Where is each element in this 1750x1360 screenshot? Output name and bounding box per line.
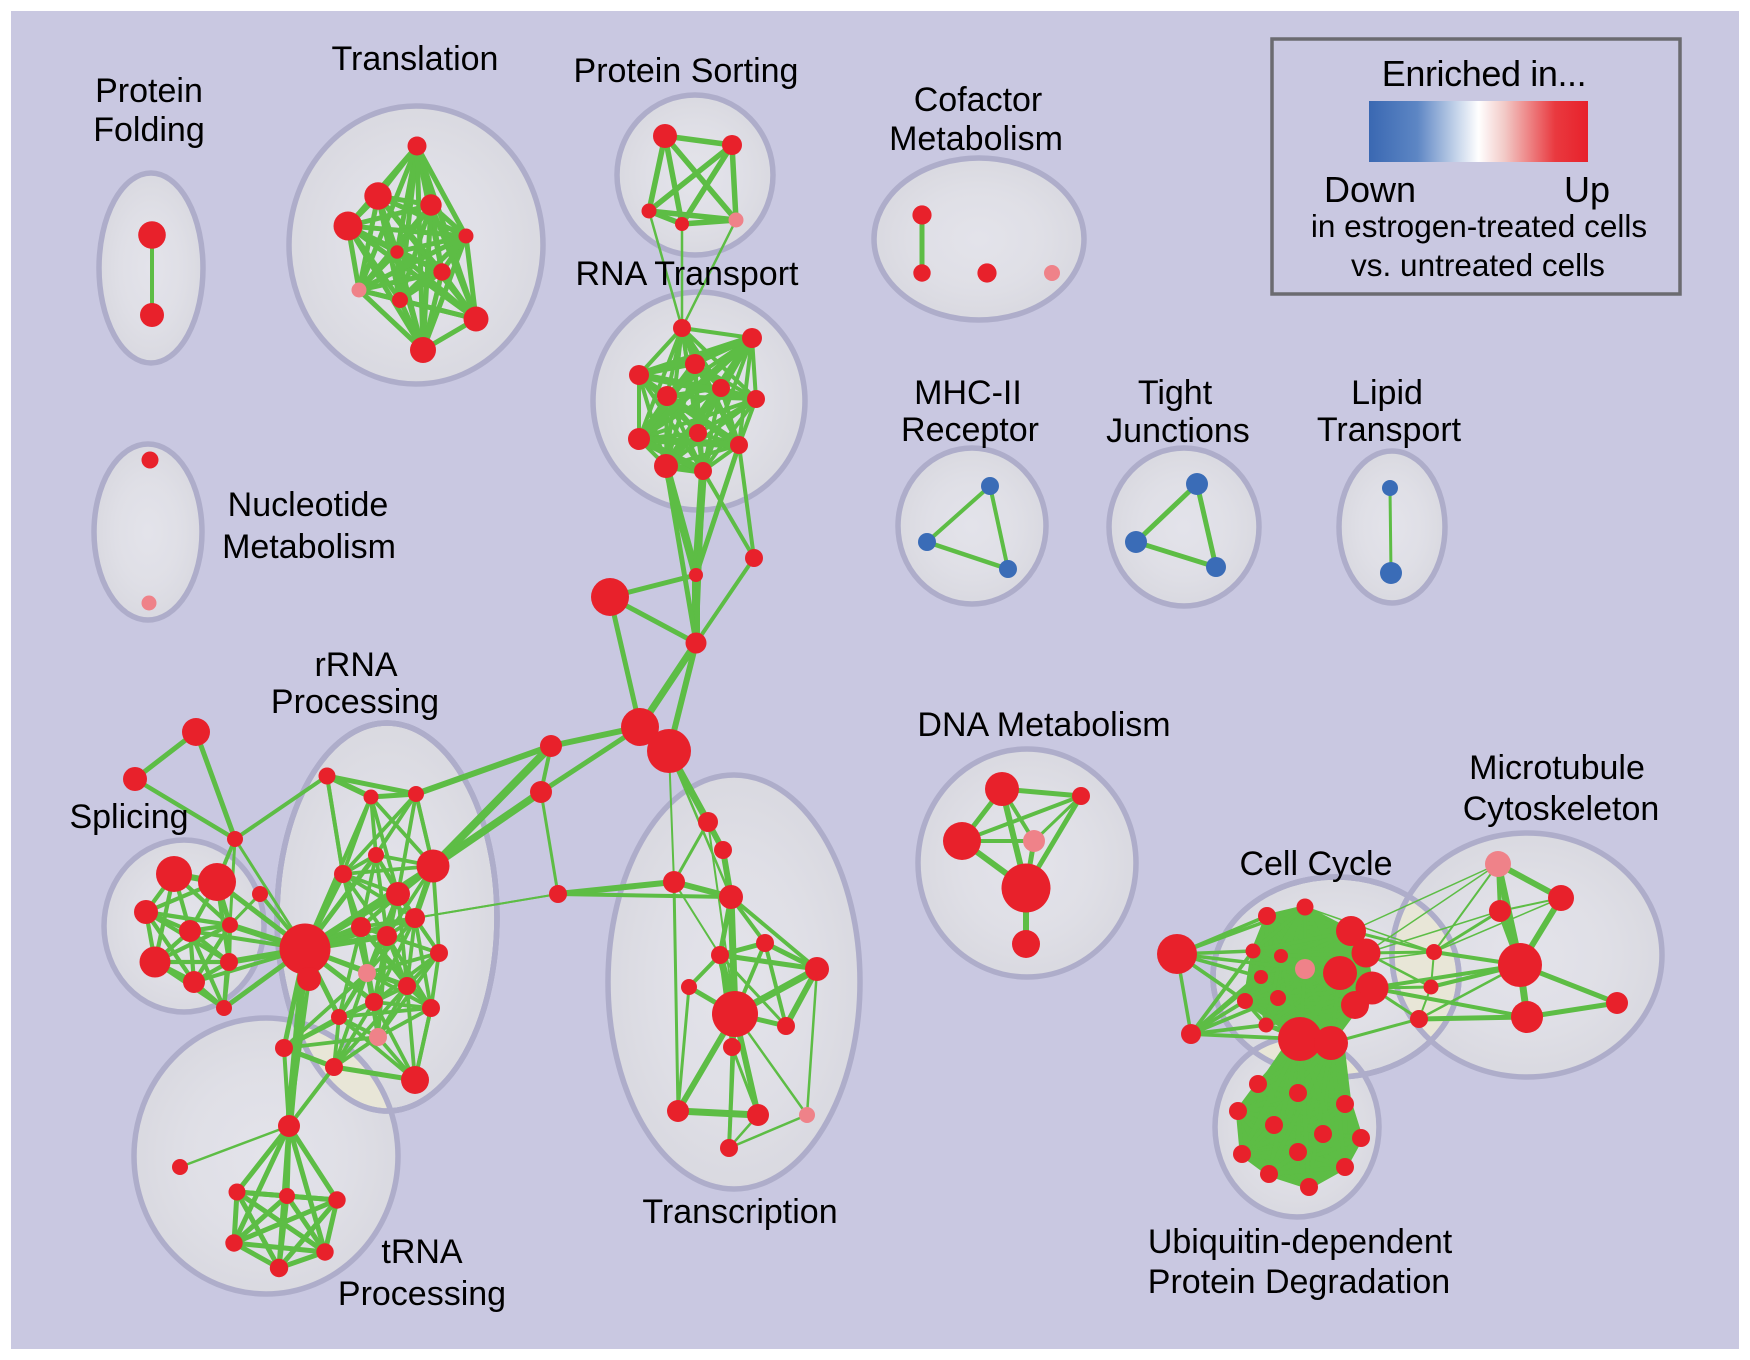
svg-text:Processing: Processing (271, 683, 439, 721)
svg-text:Transcription: Transcription (642, 1193, 837, 1231)
svg-text:Folding: Folding (93, 111, 205, 149)
svg-text:Translation: Translation (332, 40, 499, 78)
svg-text:Microtubule: Microtubule (1469, 749, 1645, 787)
svg-text:Cytoskeleton: Cytoskeleton (1463, 790, 1660, 828)
svg-text:tRNA: tRNA (381, 1233, 463, 1271)
svg-text:Cell Cycle: Cell Cycle (1239, 845, 1392, 883)
svg-text:Junctions: Junctions (1106, 412, 1250, 450)
svg-text:in estrogen-treated cells: in estrogen-treated cells (1311, 208, 1647, 244)
svg-text:Metabolism: Metabolism (889, 120, 1063, 158)
svg-text:Lipid: Lipid (1351, 374, 1423, 412)
svg-text:Splicing: Splicing (69, 798, 188, 836)
svg-text:Protein: Protein (95, 72, 203, 110)
svg-text:Processing: Processing (338, 1275, 506, 1313)
svg-text:Up: Up (1564, 169, 1610, 210)
svg-text:Cofactor: Cofactor (914, 81, 1043, 119)
svg-text:Metabolism: Metabolism (222, 528, 396, 566)
svg-text:Ubiquitin-dependent: Ubiquitin-dependent (1148, 1223, 1453, 1261)
svg-text:Protein Degradation: Protein Degradation (1148, 1263, 1450, 1301)
svg-text:DNA Metabolism: DNA Metabolism (917, 706, 1170, 744)
svg-text:Tight: Tight (1138, 374, 1213, 412)
svg-text:Down: Down (1324, 169, 1416, 210)
svg-text:Nucleotide: Nucleotide (228, 486, 389, 524)
svg-text:Receptor: Receptor (901, 411, 1039, 449)
svg-text:vs. untreated cells: vs. untreated cells (1351, 247, 1605, 283)
svg-text:Transport: Transport (1317, 411, 1462, 449)
svg-text:MHC-II: MHC-II (914, 374, 1022, 412)
svg-text:Enriched in...: Enriched in... (1382, 53, 1587, 94)
svg-text:Protein Sorting: Protein Sorting (574, 52, 799, 90)
svg-text:rRNA: rRNA (314, 646, 397, 684)
svg-text:RNA Transport: RNA Transport (576, 255, 800, 293)
